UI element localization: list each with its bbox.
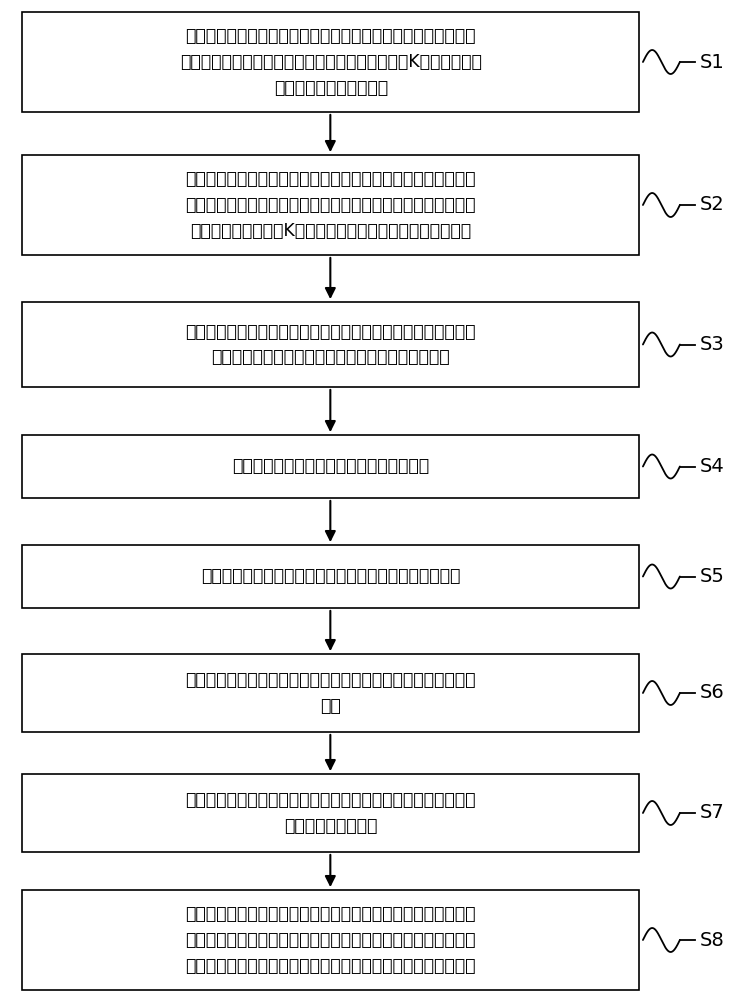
Text: S7: S7 <box>700 804 724 822</box>
Text: 获取颅内血管的亮血图像组、黑血图像组和增强黑血图像组；亮
血图像组、黑血图像组、增强黑血图像组分别包括K个亮血图像、
黑血图像和增强黑血图像: 获取颅内血管的亮血图像组、黑血图像组和增强黑血图像组；亮 血图像组、黑血图像组、… <box>180 27 482 97</box>
Bar <box>22 654 639 732</box>
Text: S6: S6 <box>700 684 724 702</box>
Bar <box>22 545 639 608</box>
Text: S3: S3 <box>700 335 724 354</box>
Text: 获取血管造影增强三维模型中各段血管的表征血管狭窄程度的目
标参数数值，并利用各段血管的目标参数的数值对血管造影增强
三维模型进行标记，得到颅内血管造影增强三维狭: 获取血管造影增强三维模型中各段血管的表征血管狭窄程度的目 标参数数值，并利用各段… <box>185 905 476 975</box>
Text: S8: S8 <box>700 930 724 950</box>
Bar <box>22 155 639 255</box>
Text: S4: S4 <box>700 457 724 476</box>
Bar <box>22 774 639 852</box>
Text: 基于伪影消除增强黑血图像组和黑血图像组，得到造影增强三维
模型: 基于伪影消除增强黑血图像组和黑血图像组，得到造影增强三维 模型 <box>185 671 476 715</box>
Text: 利用配准后亮血图像组建立血液边界扩展的血管三维模型: 利用配准后亮血图像组建立血液边界扩展的血管三维模型 <box>201 568 460 585</box>
Text: 利用配准后亮血图像组，对增强黑血图像组中的增强黑血图像进
行流空伪影消除操作，得到伪影消除增强黑血图像组: 利用配准后亮血图像组，对增强黑血图像组中的增强黑血图像进 行流空伪影消除操作，得… <box>185 323 476 366</box>
Bar <box>22 302 639 387</box>
Text: S1: S1 <box>700 52 724 72</box>
Text: S5: S5 <box>700 567 725 586</box>
Text: 利用配准后亮血图像组，建立血液三维模型: 利用配准后亮血图像组，建立血液三维模型 <box>232 458 429 476</box>
Bar <box>22 890 639 990</box>
Bar <box>22 435 639 498</box>
Text: 基于血液三维模型、血管三维模型、造影增强三维模型，得到血
管造影增强三维模型: 基于血液三维模型、血管三维模型、造影增强三维模型，得到血 管造影增强三维模型 <box>185 791 476 835</box>
Bar <box>22 12 639 112</box>
Text: S2: S2 <box>700 196 724 215</box>
Text: 针对亮血图像组中每一个亮血图像，以增强黑血图像组中对应的
增强黑血图像为基准，采用双三次插值法进行插值处理，并进行
图像配准，得到包括K个配准后亮血图像的配准后: 针对亮血图像组中每一个亮血图像，以增强黑血图像组中对应的 增强黑血图像为基准，采… <box>185 170 476 240</box>
